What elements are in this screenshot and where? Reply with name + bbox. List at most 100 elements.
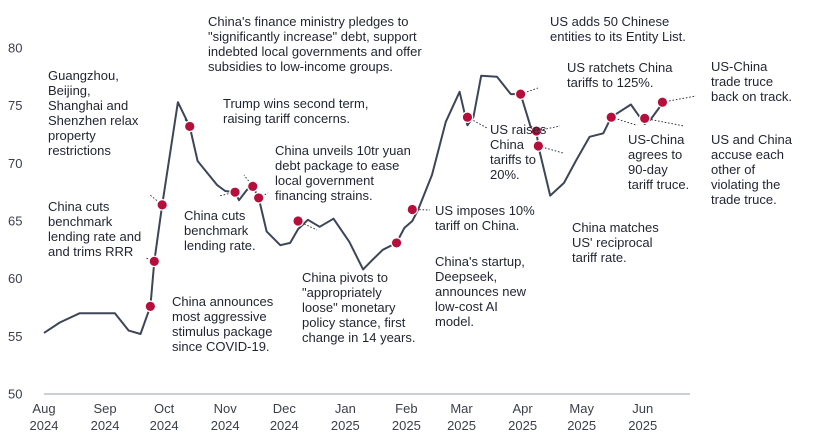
annotation-line: US adds 50 Chinese bbox=[550, 14, 669, 29]
series-line bbox=[43, 74, 664, 335]
event-marker bbox=[252, 192, 265, 204]
annotation-line: violating the bbox=[711, 177, 780, 192]
annotation-line: indebted local governments and offer bbox=[208, 44, 422, 59]
y-tick-label: 80 bbox=[8, 41, 22, 56]
y-tick-label: 65 bbox=[8, 214, 22, 229]
annotation-labels: China announces most aggressive stimulus p… bbox=[48, 14, 793, 354]
annotation-label: China cuts benchmark lending rate and and t… bbox=[48, 199, 141, 259]
annotation-label: China announces most aggressive stimulus p… bbox=[172, 294, 274, 354]
x-tick-label: Jun 2025 bbox=[628, 401, 657, 433]
annotation-line: tariff rate. bbox=[572, 250, 627, 265]
annotation-line: Shenzhen relax bbox=[48, 113, 139, 128]
annotation-label: China matches US' reciprocal tariff rate. bbox=[572, 220, 659, 265]
annotation-label: US-China trade truce back on track. bbox=[711, 59, 792, 104]
annotation-label: US-China agrees to 90-day tariff truce. bbox=[628, 132, 689, 192]
annotation-line: US-China bbox=[711, 59, 768, 74]
annotation-line: policy stance, first bbox=[302, 315, 406, 330]
event-marker bbox=[229, 186, 241, 198]
event-marker bbox=[638, 112, 651, 125]
annotation-line: accuse each bbox=[711, 147, 784, 162]
annotation-line: US imposes 10% bbox=[435, 203, 535, 218]
x-tick-year: 2024 bbox=[30, 418, 59, 433]
event-marker bbox=[144, 300, 157, 313]
annotation-line: local government bbox=[275, 173, 374, 188]
event-marker bbox=[156, 199, 168, 211]
annotation-line: model. bbox=[435, 314, 474, 329]
x-tick-month: Feb bbox=[395, 401, 417, 416]
annotation-label: Guangzhou, Beijing, Shanghai and Shenzhen r… bbox=[48, 68, 139, 158]
annotation-leader bbox=[243, 174, 254, 187]
annotation-line: benchmark bbox=[184, 223, 249, 238]
x-tick-month: Mar bbox=[450, 401, 473, 416]
x-tick-month: Dec bbox=[273, 401, 297, 416]
y-tick-label: 70 bbox=[8, 156, 22, 171]
y-tick-label: 75 bbox=[8, 98, 22, 113]
x-tick-year: 2025 bbox=[447, 418, 476, 433]
annotation-leader bbox=[412, 209, 431, 211]
x-tick-label: Sep 2024 bbox=[91, 401, 120, 433]
x-tick-label: May 2025 bbox=[567, 401, 596, 433]
annotation-line: China unveils 10tr yuan bbox=[275, 143, 411, 158]
x-tick-year: 2025 bbox=[392, 418, 421, 433]
event-markers bbox=[144, 88, 669, 313]
event-marker bbox=[292, 215, 304, 227]
x-tick-month: Oct bbox=[154, 401, 175, 416]
event-marker bbox=[605, 111, 618, 123]
event-marker bbox=[183, 120, 196, 133]
annotation-line: US ratchets China bbox=[567, 60, 673, 75]
annotation-line: China matches bbox=[572, 220, 659, 235]
annotation-line: China cuts bbox=[184, 208, 246, 223]
annotation-line: tariffs to 125%. bbox=[567, 75, 653, 90]
annotation-line: agrees to bbox=[628, 147, 682, 162]
annotation-line: raising tariff concerns. bbox=[223, 111, 350, 126]
annotation-label: US ratchets China tariffs to 125%. bbox=[567, 60, 673, 90]
y-tick-label: 50 bbox=[8, 387, 22, 402]
event-marker bbox=[530, 125, 543, 137]
y-tick-label: 60 bbox=[8, 271, 22, 286]
annotation-line: benchmark bbox=[48, 214, 113, 229]
annotation-line: 20%. bbox=[490, 167, 520, 182]
x-tick-label: Mar 2025 bbox=[447, 401, 476, 433]
annotation-leader bbox=[218, 191, 236, 197]
annotation-line: financing strains. bbox=[275, 188, 373, 203]
annotation-line: China's startup, bbox=[435, 254, 525, 269]
x-tick-year: 2025 bbox=[331, 418, 360, 433]
annotation-line: debt package to ease bbox=[275, 158, 399, 173]
x-tick-label: Apr 2025 bbox=[508, 401, 537, 433]
annotation-label: US raises China tariffs to 20%. bbox=[490, 122, 547, 182]
event-marker bbox=[514, 88, 527, 100]
x-axis: Aug 2024 Sep 2024 Oct 2024 Nov 2024 Dec 2024 Jan 20… bbox=[30, 401, 658, 433]
annotation-line: China announces bbox=[172, 294, 274, 309]
annotation-line: China's finance ministry pledges to bbox=[208, 14, 408, 29]
x-tick-year: 2024 bbox=[150, 418, 179, 433]
x-tick-label: Oct 2024 bbox=[150, 401, 179, 433]
annotation-label: China unveils 10tr yuan debt package to e… bbox=[275, 143, 411, 203]
annotation-line: trade truce. bbox=[711, 192, 777, 207]
annotation-line: US and China bbox=[711, 132, 793, 147]
annotation-line: low-cost AI bbox=[435, 299, 498, 314]
annotation-line: subsidies to low-income groups. bbox=[208, 59, 393, 74]
annotation-line: tariffs to bbox=[490, 152, 536, 167]
x-tick-month: Jan bbox=[335, 401, 356, 416]
annotation-line: China pivots to bbox=[302, 270, 388, 285]
event-marker bbox=[148, 255, 161, 268]
y-axis: 50 55 60 65 70 75 80 bbox=[8, 41, 22, 402]
x-tick-month: Nov bbox=[214, 401, 238, 416]
x-tick-label: Aug 2024 bbox=[30, 401, 59, 433]
annotation-leader bbox=[662, 95, 697, 103]
x-tick-month: Aug bbox=[32, 401, 55, 416]
annotation-line: Guangzhou, bbox=[48, 68, 119, 83]
annotation-line: since COVID-19. bbox=[172, 339, 270, 354]
annotation-line: trade truce bbox=[711, 74, 773, 89]
x-tick-label: Nov 2024 bbox=[211, 401, 240, 433]
annotation-line: lending rate. bbox=[184, 238, 256, 253]
annotation-line: Trump wins second term, bbox=[223, 96, 368, 111]
x-tick-year: 2024 bbox=[211, 418, 240, 433]
x-tick-year: 2024 bbox=[270, 418, 299, 433]
x-tick-year: 2025 bbox=[508, 418, 537, 433]
x-tick-label: Jan 2025 bbox=[331, 401, 360, 433]
annotation-line: "appropriately bbox=[302, 285, 382, 300]
annotation-line: other of bbox=[711, 162, 755, 177]
annotation-line: tariff truce. bbox=[628, 177, 689, 192]
